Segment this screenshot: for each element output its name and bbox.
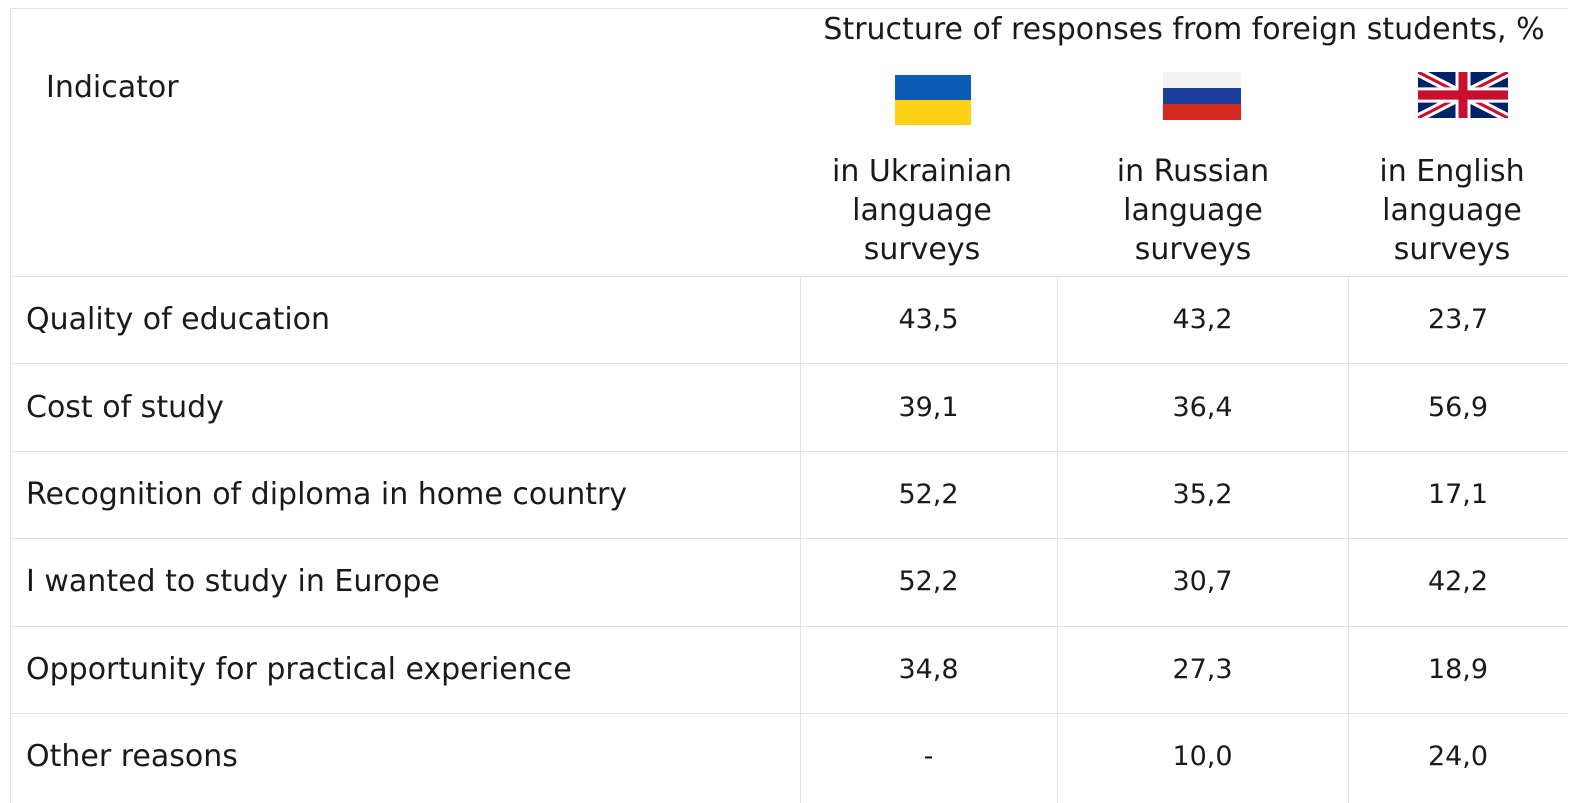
column-rule (1348, 276, 1349, 803)
column-rule (800, 276, 801, 803)
column-rule (1057, 276, 1058, 803)
value-cell: 24,0 (1427, 741, 1489, 773)
row-label: Opportunity for practical experience (26, 651, 572, 687)
value-cell: 43,5 (898, 304, 959, 336)
row-label: Cost of study (26, 389, 224, 425)
value-cell: 42,2 (1427, 566, 1489, 598)
row-label: Other reasons (26, 739, 238, 775)
value-cell: 10,0 (1172, 741, 1233, 773)
row-label: Recognition of diploma in home country (26, 476, 628, 512)
value-cell: 43,2 (1172, 304, 1233, 336)
value-cell: 52,2 (898, 478, 959, 510)
value-cell: 30,7 (1172, 566, 1233, 598)
header-rule (10, 276, 1568, 277)
value-cell: 35,2 (1172, 478, 1233, 510)
value-cell: 18,9 (1427, 653, 1489, 685)
flag-russia (1163, 72, 1241, 120)
value-cell: 27,3 (1172, 653, 1233, 685)
value-cell: 39,1 (898, 391, 959, 423)
row-label: Quality of education (26, 302, 331, 338)
value-cell: 34,8 (898, 653, 959, 685)
value-cell: 23,7 (1427, 304, 1489, 336)
border (10, 8, 11, 803)
row-rule (10, 713, 1568, 714)
indicator-header: Indicator (46, 70, 179, 105)
value-cell: - (923, 741, 934, 773)
value-cell: 36,4 (1172, 391, 1233, 423)
row-rule (10, 538, 1568, 539)
row-rule (10, 451, 1568, 452)
value-cell: 56,9 (1427, 391, 1489, 423)
flag-uk (1418, 72, 1508, 118)
row-rule (10, 363, 1568, 364)
row-label: I wanted to study in Europe (26, 564, 440, 600)
row-rule (10, 626, 1568, 627)
group-header: Structure of responses from foreign stud… (823, 12, 1545, 47)
value-cell: 52,2 (898, 566, 959, 598)
border (10, 8, 1568, 9)
column-header: in Ukrainian language surveys (831, 154, 1012, 267)
column-header: in English language surveys (1379, 154, 1525, 267)
flag-ukraine (895, 75, 971, 125)
column-header: in Russian language surveys (1116, 154, 1270, 267)
value-cell: 17,1 (1427, 478, 1489, 510)
